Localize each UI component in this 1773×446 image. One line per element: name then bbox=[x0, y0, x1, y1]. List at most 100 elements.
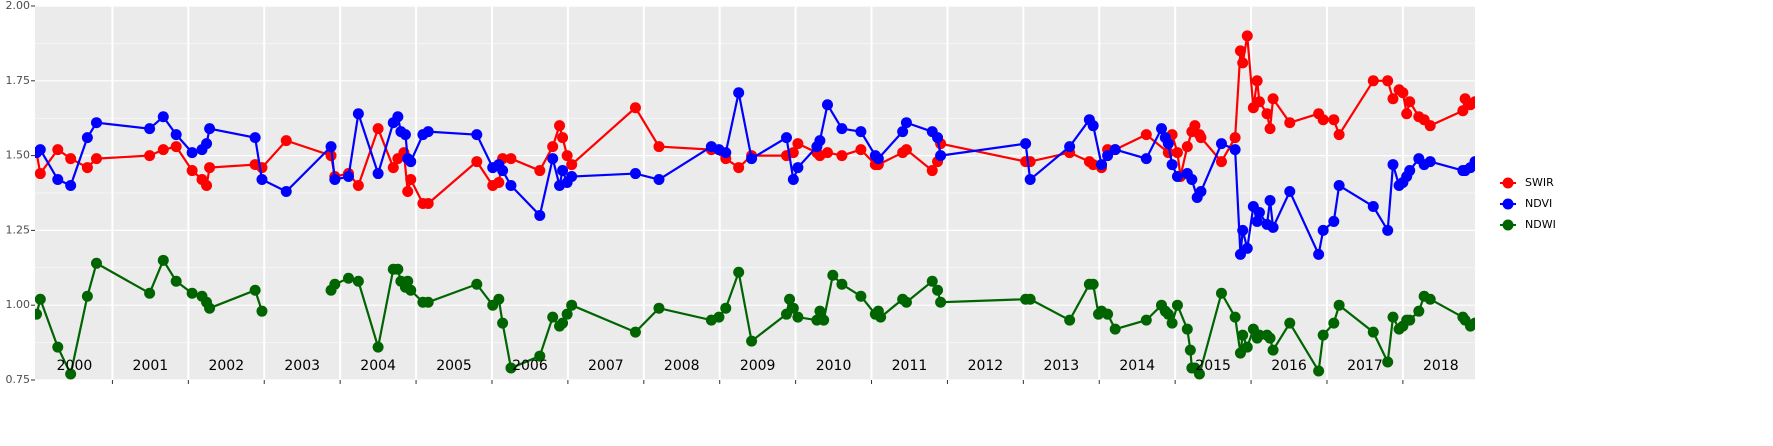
data-point bbox=[35, 293, 46, 305]
data-point bbox=[733, 162, 745, 174]
data-point bbox=[1267, 221, 1279, 233]
data-point bbox=[547, 141, 559, 153]
data-point bbox=[1317, 224, 1329, 236]
year-label: 2003 bbox=[284, 358, 320, 374]
data-point bbox=[935, 296, 947, 308]
data-point bbox=[65, 368, 77, 380]
data-point bbox=[566, 171, 578, 183]
data-point bbox=[1267, 93, 1279, 105]
data-point bbox=[1181, 141, 1193, 153]
data-point bbox=[35, 168, 46, 180]
data-point bbox=[52, 144, 64, 156]
data-point bbox=[566, 159, 578, 171]
data-point bbox=[781, 132, 793, 144]
y-tick-label: 1.25 bbox=[6, 223, 31, 236]
data-point bbox=[566, 299, 578, 311]
data-point bbox=[720, 302, 732, 314]
data-point bbox=[372, 123, 384, 135]
data-point bbox=[497, 165, 509, 177]
data-point bbox=[733, 87, 745, 99]
data-point bbox=[554, 120, 566, 132]
data-point bbox=[787, 147, 799, 159]
data-point bbox=[1387, 159, 1399, 171]
data-point bbox=[1424, 120, 1436, 132]
y-tick-label: 1.50 bbox=[6, 149, 31, 162]
data-point bbox=[557, 165, 569, 177]
data-point bbox=[170, 141, 182, 153]
data-point bbox=[1253, 206, 1265, 218]
data-point bbox=[90, 153, 102, 165]
data-point bbox=[561, 150, 573, 162]
data-point bbox=[629, 168, 641, 180]
data-point bbox=[1328, 114, 1340, 126]
data-point bbox=[280, 186, 292, 198]
legend-marker bbox=[1502, 177, 1514, 189]
data-point bbox=[505, 180, 517, 192]
year-label: 2000 bbox=[57, 358, 93, 374]
data-point bbox=[1215, 156, 1227, 168]
data-point bbox=[547, 153, 559, 165]
data-point bbox=[787, 174, 799, 186]
data-point bbox=[1237, 57, 1249, 69]
data-point bbox=[1328, 317, 1340, 329]
data-point bbox=[855, 144, 867, 156]
data-point bbox=[422, 296, 434, 308]
data-point bbox=[505, 153, 517, 165]
data-point bbox=[1241, 30, 1253, 42]
data-point bbox=[1333, 129, 1345, 141]
data-point bbox=[144, 287, 156, 299]
data-point bbox=[746, 335, 758, 347]
year-label: 2002 bbox=[208, 358, 244, 374]
data-point bbox=[144, 150, 156, 162]
data-point bbox=[186, 165, 198, 177]
data-point bbox=[471, 278, 483, 290]
data-point bbox=[932, 132, 944, 144]
legend-label: SWIR bbox=[1525, 176, 1554, 189]
data-point bbox=[836, 278, 848, 290]
data-point bbox=[1413, 305, 1425, 317]
data-point bbox=[329, 278, 341, 290]
data-point bbox=[1166, 317, 1178, 329]
data-point bbox=[814, 135, 826, 147]
data-point bbox=[561, 308, 573, 320]
data-point bbox=[352, 108, 364, 120]
data-point bbox=[1387, 311, 1399, 323]
data-point bbox=[792, 162, 804, 174]
data-point bbox=[1171, 299, 1183, 311]
data-point bbox=[1404, 96, 1416, 108]
data-point bbox=[746, 153, 758, 165]
data-point bbox=[249, 132, 261, 144]
data-point bbox=[1424, 156, 1436, 168]
data-point bbox=[422, 197, 434, 209]
data-point bbox=[733, 266, 745, 278]
data-point bbox=[1171, 171, 1183, 183]
data-point bbox=[629, 326, 641, 338]
data-point bbox=[792, 311, 804, 323]
data-point bbox=[65, 180, 77, 192]
data-point bbox=[204, 302, 216, 314]
data-point bbox=[836, 150, 848, 162]
data-point bbox=[720, 147, 732, 159]
data-point bbox=[497, 317, 509, 329]
year-label: 2012 bbox=[968, 358, 1004, 374]
y-tick-label: 2.00 bbox=[6, 0, 31, 12]
data-point bbox=[792, 138, 804, 150]
data-point bbox=[534, 209, 546, 221]
data-point bbox=[1024, 293, 1036, 305]
data-point bbox=[926, 165, 938, 177]
data-point bbox=[653, 174, 665, 186]
data-point bbox=[900, 117, 912, 129]
data-point bbox=[1020, 138, 1032, 150]
data-point bbox=[1193, 368, 1205, 380]
data-point bbox=[1261, 108, 1273, 120]
data-point bbox=[1184, 344, 1196, 356]
data-point bbox=[1064, 141, 1076, 153]
data-point bbox=[256, 174, 268, 186]
data-point bbox=[1264, 194, 1276, 206]
legend: SWIR NDVI NDWI bbox=[1500, 176, 1556, 231]
data-point bbox=[1229, 132, 1241, 144]
data-point bbox=[1284, 186, 1296, 198]
data-point bbox=[1102, 150, 1114, 162]
data-point bbox=[1264, 123, 1276, 135]
